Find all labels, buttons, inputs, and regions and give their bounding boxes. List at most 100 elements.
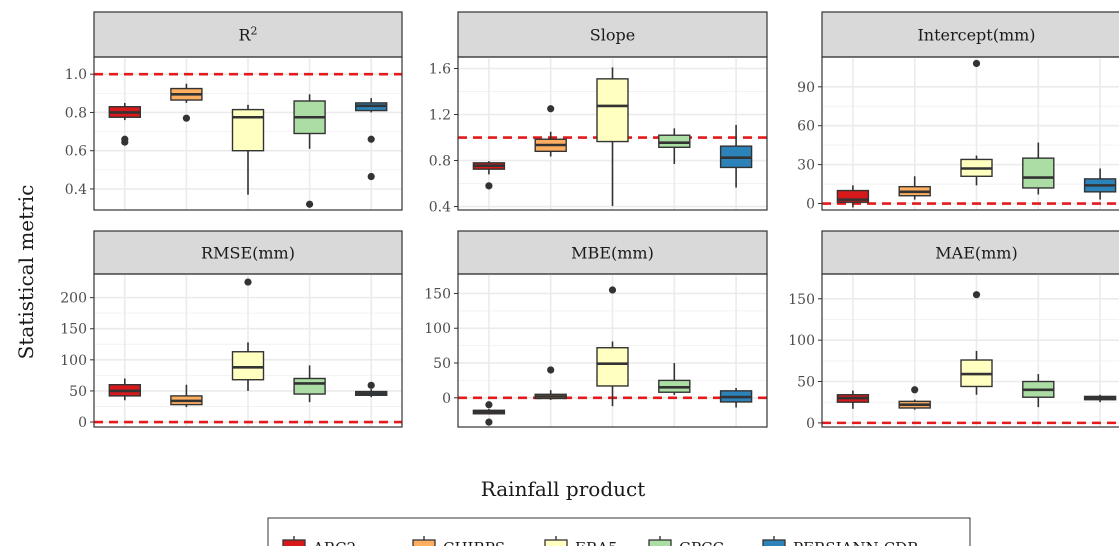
outlier-point xyxy=(547,105,555,113)
box-era5 xyxy=(596,286,629,407)
box-chirps xyxy=(534,105,567,157)
box-chirps xyxy=(170,384,203,408)
box-gpcc xyxy=(658,363,691,396)
legend-label: GPCC xyxy=(679,539,724,546)
outlier-point xyxy=(485,401,493,409)
y-tick-label: 0 xyxy=(806,416,815,432)
panel-border xyxy=(457,273,768,428)
facet-strip xyxy=(93,230,403,275)
facet-intercept: Intercept(mm) 0 30 60 90 xyxy=(797,11,1119,213)
outlier-point xyxy=(547,366,555,374)
y-tick-label: 100 xyxy=(424,321,451,337)
outlier-point xyxy=(306,200,314,208)
box-gpcc xyxy=(658,128,691,164)
box-arc2 xyxy=(472,161,506,190)
y-tick-label: 50 xyxy=(69,384,87,400)
box-persiann-cdr xyxy=(719,388,753,408)
legend-label: ERA5 xyxy=(575,539,618,546)
box-persiann-cdr xyxy=(1083,168,1117,200)
facet-rmse: RMSE(mm) 0 50 100 150 200 xyxy=(60,230,403,431)
facet-strip xyxy=(457,11,768,58)
outlier-point xyxy=(121,138,129,146)
outlier-point xyxy=(182,114,190,122)
facet-strip xyxy=(821,230,1119,275)
y-tick-label: 100 xyxy=(60,353,87,369)
box-body xyxy=(596,78,629,143)
box-gpcc xyxy=(1022,374,1055,408)
box-body xyxy=(596,347,629,387)
outlier-point xyxy=(367,135,375,143)
panel-border xyxy=(93,56,403,211)
box-arc2 xyxy=(836,390,870,409)
facet-strip-title: RMSE(mm) xyxy=(201,244,295,263)
panel-border xyxy=(821,56,1119,211)
y-tick-label: 150 xyxy=(60,322,87,338)
y-tick-label: 60 xyxy=(797,119,815,135)
legend-key xyxy=(412,539,436,551)
y-tick-label: 0 xyxy=(442,391,451,407)
y-tick-label: 0.8 xyxy=(429,154,451,170)
y-tick-label: 0.4 xyxy=(65,182,87,198)
y-tick-label: 150 xyxy=(788,292,815,308)
facet-strip xyxy=(457,230,768,275)
facet-strip-title: Intercept(mm) xyxy=(917,26,1035,45)
legend: ARC2 CHIRPS ERA5 GPCC PERSIANN-CDR xyxy=(267,517,971,551)
facet-strip-title: MAE(mm) xyxy=(935,244,1017,263)
legend-key xyxy=(544,539,568,551)
y-tick-label: 0.8 xyxy=(65,105,87,121)
legend-key xyxy=(282,539,306,551)
panel-border xyxy=(93,273,403,428)
facet-strip xyxy=(821,11,1119,58)
facet-panels: R20.40.60.81.0Slope0.40.81.21.6Intercept… xyxy=(60,11,1119,432)
box-gpcc xyxy=(1022,142,1055,195)
facet-mbe: MBE(mm) 0 50 100 150 xyxy=(424,230,768,428)
facet-strip-title: Slope xyxy=(590,26,635,45)
box-era5 xyxy=(231,278,265,391)
box-chirps xyxy=(898,386,931,410)
box-chirps xyxy=(170,83,203,122)
outlier-point xyxy=(972,59,981,68)
box-body xyxy=(658,134,691,149)
box-era5 xyxy=(596,67,629,206)
y-tick-label: 0 xyxy=(806,197,815,213)
facet-mae: MAE(mm) 0 50 100 150 xyxy=(788,230,1119,432)
legend-key xyxy=(762,539,786,551)
box-era5 xyxy=(960,291,993,395)
box-era5 xyxy=(231,104,265,195)
y-axis-title: Statistical metric xyxy=(14,185,38,360)
y-tick-label: 30 xyxy=(797,158,815,174)
box-body xyxy=(231,351,265,381)
facet-strip xyxy=(93,11,403,58)
legend-label: PERSIANN-CDR xyxy=(793,539,919,546)
box-persiann-cdr xyxy=(1083,394,1117,403)
outlier-point xyxy=(367,381,375,389)
y-tick-label: 50 xyxy=(433,356,451,372)
box-body xyxy=(293,377,326,395)
box-arc2 xyxy=(108,102,142,146)
outlier-point xyxy=(244,278,252,286)
y-tick-label: 0.4 xyxy=(429,200,451,216)
y-tick-label: 0 xyxy=(78,415,87,431)
box-gpcc xyxy=(293,365,326,403)
box-arc2 xyxy=(836,185,870,208)
box-gpcc xyxy=(293,94,326,208)
y-tick-label: 50 xyxy=(797,375,815,391)
outlier-point xyxy=(911,386,919,394)
facet-strip-title: MBE(mm) xyxy=(571,244,654,263)
box-persiann-cdr xyxy=(719,124,753,188)
box-body xyxy=(1022,157,1055,189)
outlier-point xyxy=(367,172,375,181)
box-arc2 xyxy=(108,378,142,401)
legend-key xyxy=(648,539,672,551)
box-era5 xyxy=(960,59,993,186)
x-axis-title: Rainfall product xyxy=(481,477,646,501)
box-arc2 xyxy=(472,401,506,426)
box-body xyxy=(231,108,265,152)
y-tick-label: 90 xyxy=(797,80,815,96)
box-chirps xyxy=(534,366,567,400)
outlier-point xyxy=(608,286,617,294)
box-body xyxy=(836,189,870,203)
panel-border xyxy=(457,56,768,211)
